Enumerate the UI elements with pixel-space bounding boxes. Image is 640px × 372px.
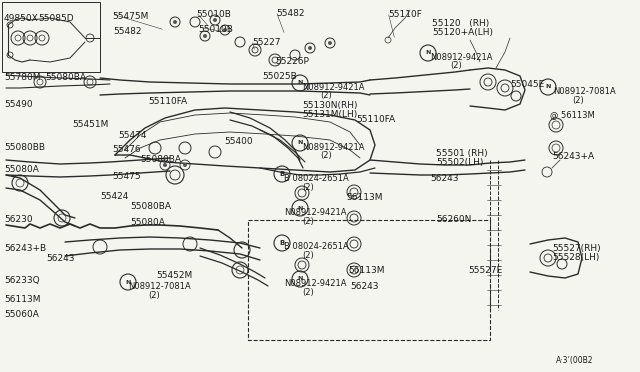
Text: 55424: 55424 [100,192,129,201]
Text: 55475M: 55475M [112,12,148,21]
Text: A·3’(00B2: A·3’(00B2 [556,356,593,365]
Text: 55474: 55474 [118,131,147,140]
Text: B: B [280,171,285,177]
Text: (2): (2) [302,251,314,260]
Text: 55060A: 55060A [4,310,39,319]
Text: N08912-7081A: N08912-7081A [553,87,616,96]
Text: (2): (2) [302,217,314,226]
Circle shape [173,20,177,24]
Text: 55400: 55400 [224,137,253,146]
Text: 56243+B: 56243+B [4,244,46,253]
Text: (2): (2) [302,183,314,192]
Text: 55080BA: 55080BA [130,202,171,211]
Text: 55527(RH): 55527(RH) [552,244,600,253]
Text: 56243: 56243 [430,174,458,183]
Text: 55780M: 55780M [4,73,40,82]
Text: (2): (2) [320,91,332,100]
Text: 56233Q: 56233Q [4,276,40,285]
Text: 55025B: 55025B [262,72,297,81]
Text: N08912-9421A: N08912-9421A [284,279,346,288]
Text: (2): (2) [572,96,584,105]
Text: N08912-9421A: N08912-9421A [302,143,365,152]
Text: 55482: 55482 [276,9,305,18]
Circle shape [223,28,227,32]
Text: (2): (2) [320,151,332,160]
Text: N: N [298,141,303,145]
Circle shape [308,46,312,50]
Text: 56260N: 56260N [436,215,472,224]
Text: 55010B: 55010B [198,25,233,34]
Text: B 08024-2651A: B 08024-2651A [284,242,349,251]
Text: 55110FA: 55110FA [148,97,187,106]
Text: 55490: 55490 [4,100,33,109]
Text: 55451M: 55451M [72,120,108,129]
Text: N: N [125,279,131,285]
Text: 56243+A: 56243+A [552,152,594,161]
Text: 55110F: 55110F [388,10,422,19]
Text: 55528(LH): 55528(LH) [552,253,600,262]
Text: @ 56113M: @ 56113M [550,110,595,119]
Text: 55080BA: 55080BA [45,73,86,82]
Text: 56113M: 56113M [348,266,385,275]
Text: B: B [280,240,285,246]
Circle shape [213,18,217,22]
Circle shape [163,163,167,167]
Text: 56113M: 56113M [346,193,383,202]
Text: 55110FA: 55110FA [356,115,395,124]
Text: N: N [298,205,303,211]
Circle shape [183,163,187,167]
Text: N08912-9421A: N08912-9421A [302,83,365,92]
Text: 55476: 55476 [112,145,141,154]
Text: 55045E: 55045E [510,80,544,89]
Text: 55226P: 55226P [275,57,309,66]
Text: 56113M: 56113M [4,295,40,304]
Text: N: N [545,84,550,90]
Text: 55130N(RH): 55130N(RH) [302,101,358,110]
Text: 49850X: 49850X [4,14,39,23]
Text: 55501 (RH): 55501 (RH) [436,149,488,158]
Text: 55080A: 55080A [130,218,165,227]
Text: 55080A: 55080A [4,165,39,174]
Bar [248,220,490,340]
Text: N08912-7081A: N08912-7081A [128,282,191,291]
Text: 55085D: 55085D [38,14,74,23]
Text: 55475: 55475 [112,172,141,181]
Text: N: N [426,51,431,55]
Text: 56243: 56243 [46,254,74,263]
Text: N: N [298,80,303,86]
Text: 55227: 55227 [252,38,280,47]
Text: 55120+A(LH): 55120+A(LH) [432,28,493,37]
Text: B 08024-2651A: B 08024-2651A [284,174,349,183]
Text: 56243: 56243 [350,282,378,291]
Text: 55527E: 55527E [468,266,502,275]
Text: 55131M(LH): 55131M(LH) [302,110,357,119]
Text: 55010B: 55010B [196,10,231,19]
Circle shape [328,41,332,45]
Text: (2): (2) [148,291,160,300]
Text: N: N [298,276,303,282]
Text: 55120   (RH): 55120 (RH) [432,19,489,28]
Text: 55482: 55482 [113,27,141,36]
Text: (2): (2) [302,288,314,297]
Text: 55502(LH): 55502(LH) [436,158,483,167]
Text: 55080BA: 55080BA [140,155,181,164]
Text: 55452M: 55452M [156,271,192,280]
Circle shape [203,34,207,38]
Text: (2): (2) [450,61,461,70]
Text: N08912-9421A: N08912-9421A [430,53,493,62]
Text: 56230: 56230 [4,215,33,224]
Text: N08912-9421A: N08912-9421A [284,208,346,217]
Text: 55080BB: 55080BB [4,143,45,152]
Bar [2,2,100,72]
